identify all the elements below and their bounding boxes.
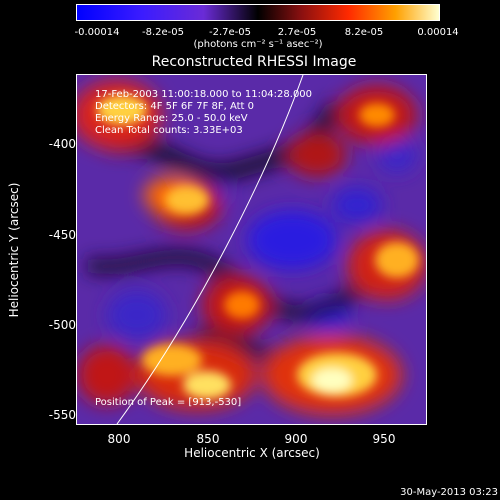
- colorbar-tick: -8.2e-05: [142, 27, 184, 38]
- colorbar-units: (photons cm⁻² s⁻¹ asec⁻²): [193, 39, 323, 50]
- colorbar-tick: 8.2e-05: [344, 27, 384, 38]
- x-axis-label: Heliocentric X (arcsec): [184, 446, 320, 460]
- x-tick-label: 950: [372, 432, 396, 446]
- time-range-label: 17-Feb-2003 11:00:18.000 to 11:04:28.000: [95, 89, 313, 100]
- y-tick-label: -500: [48, 318, 76, 332]
- energy-range-label: Energy Range: 25.0 - 50.0 keV: [95, 113, 248, 124]
- x-tick-label: 900: [284, 432, 308, 446]
- solar-limb-line: [116, 75, 304, 424]
- colorbar-tick: 2.7e-05: [277, 27, 317, 38]
- clean-counts-label: Clean Total counts: 3.33E+03: [95, 125, 243, 136]
- y-tick-label: -550: [48, 408, 76, 422]
- x-tick-label: 850: [196, 432, 220, 446]
- plot-title: Reconstructed RHESSI Image: [151, 54, 357, 70]
- colorbar: [76, 4, 440, 21]
- detectors-label: Detectors: 4F 5F 6F 7F 8F, Att 0: [95, 101, 255, 112]
- colorbar-tick: -0.00014: [74, 27, 120, 38]
- rhessi-image: 17-Feb-2003 11:00:18.000 to 11:04:28.000…: [76, 74, 427, 425]
- image-canvas: [77, 75, 426, 424]
- peak-position-label: Position of Peak = [913,-530]: [95, 397, 242, 408]
- colorbar-tick: 0.00014: [417, 27, 459, 38]
- y-tick-label: -450: [48, 228, 76, 242]
- colorbar-gradient: [77, 5, 439, 20]
- y-tick-label: -400: [48, 137, 76, 151]
- timestamp: 30-May-2013 03:23: [400, 487, 498, 498]
- x-tick-label: 800: [107, 432, 131, 446]
- y-axis-label: Heliocentric Y (arcsec): [7, 182, 21, 318]
- colorbar-tick: -2.7e-05: [209, 27, 251, 38]
